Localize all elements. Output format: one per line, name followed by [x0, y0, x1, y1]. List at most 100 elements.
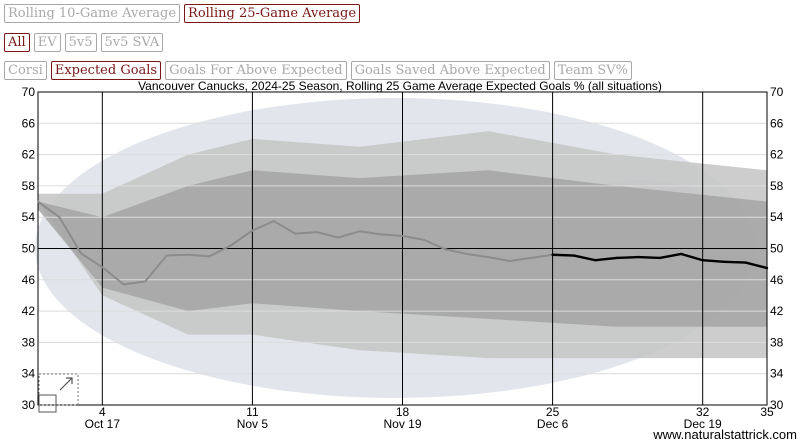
y-tick-label-right: 54 — [770, 210, 784, 224]
series-segment — [658, 252, 683, 260]
zoom-box — [38, 373, 79, 406]
series-point — [551, 253, 554, 256]
series-point — [79, 252, 82, 255]
x-tick-label: 32 — [696, 405, 710, 419]
series-segment — [122, 280, 147, 286]
x-tick-date-label: Nov 5 — [237, 417, 269, 431]
x-tick-date-label: Dec 6 — [537, 417, 569, 431]
series-segment — [37, 200, 61, 219]
series-segment — [465, 252, 490, 259]
y-tick-label-left: 34 — [22, 367, 36, 381]
series-segment — [144, 254, 168, 283]
x-tick-label: 4 — [99, 405, 106, 419]
series-point — [251, 229, 254, 232]
series-point — [744, 261, 747, 264]
chart-title: Vancouver Canucks, 2024-25 Season, Rolli… — [138, 79, 662, 93]
series-segment — [701, 259, 726, 264]
y-tick-label-right: 66 — [770, 116, 784, 130]
situation-selector: All EV 5v5 5v5 SVA — [4, 33, 164, 52]
series-segment — [572, 254, 597, 262]
x-tick-label: 18 — [396, 405, 410, 419]
series-point — [272, 220, 275, 223]
series-point — [122, 283, 125, 286]
5v5-button[interactable]: 5v5 — [64, 33, 97, 52]
y-tick-label-right: 50 — [770, 242, 784, 256]
series-segment — [380, 233, 404, 237]
series-point — [294, 232, 297, 235]
plot-border — [37, 91, 768, 406]
series-point — [144, 280, 147, 283]
series-segment — [337, 230, 361, 239]
x-tick-date-label: Dec 19 — [684, 417, 722, 431]
y-tick-label-left: 54 — [22, 210, 36, 224]
series-point — [508, 260, 511, 262]
series-point — [58, 216, 61, 219]
series-segment — [487, 256, 511, 263]
series-point — [701, 259, 704, 262]
x-tick-date-label: Oct 17 — [85, 417, 121, 431]
series-point — [487, 256, 490, 259]
series-point — [337, 236, 340, 239]
y-tick-label-right: 34 — [770, 367, 784, 381]
series-segment — [594, 256, 619, 262]
series-segment — [251, 220, 275, 232]
series-segment — [187, 253, 211, 258]
y-tick-label-left: 62 — [22, 148, 36, 162]
series-segment — [165, 253, 190, 257]
series-segment — [101, 266, 125, 286]
goals-for-above-expected-button[interactable]: Goals For Above Expected — [165, 61, 347, 80]
series-segment — [294, 231, 318, 235]
series-point — [101, 266, 104, 269]
y-tick-label-left: 70 — [22, 85, 36, 99]
series-point — [444, 248, 447, 251]
all-button[interactable]: All — [4, 33, 30, 52]
goals-saved-above-expected-button[interactable]: Goals Saved Above Expected — [350, 61, 550, 80]
series-points — [37, 200, 768, 286]
series-point — [573, 254, 575, 257]
series-point — [315, 231, 318, 233]
series-point — [766, 267, 768, 269]
y-tick-label-left: 50 — [22, 242, 36, 256]
window-selector: Rolling 10-Game Average Rolling 25-Game A… — [4, 4, 361, 23]
series-segment — [722, 260, 747, 264]
series-segment — [680, 252, 704, 262]
series-segment — [508, 256, 533, 263]
x-tick-label: 11 — [246, 405, 259, 419]
series-segment — [530, 253, 554, 259]
series-point — [208, 255, 211, 258]
rolling-25-game-average-button[interactable]: Rolling 25-Game Average — [184, 4, 361, 23]
series-segment — [79, 252, 104, 269]
series-point — [358, 230, 361, 233]
zoom-handle[interactable] — [38, 394, 57, 413]
y-tick-label-right: 58 — [770, 179, 784, 193]
series-segment — [444, 248, 468, 255]
y-tick-label-left: 38 — [22, 335, 36, 349]
series-segment — [315, 231, 340, 239]
zoom-control[interactable] — [38, 373, 79, 413]
series-point — [401, 235, 404, 237]
y-tick-label-right: 70 — [770, 85, 784, 99]
team-sv-button[interactable]: Team SV% — [553, 61, 632, 80]
series-segment — [58, 216, 82, 255]
metric-selector: Corsi Expected Goals Goals For Above Expec… — [4, 61, 632, 80]
rolling-10-game-average-button[interactable]: Rolling 10-Game Average — [4, 4, 181, 23]
y-tick-label-left: 58 — [22, 179, 36, 193]
series-segment — [551, 253, 576, 257]
series-point — [594, 259, 597, 262]
5v5-sva-button[interactable]: 5v5 SVA — [100, 33, 164, 52]
ev-button[interactable]: EV — [33, 33, 61, 52]
series-segment — [637, 255, 661, 260]
x-tick-date-label: Nov 19 — [383, 417, 421, 431]
series-segment — [744, 261, 769, 270]
corsi-button[interactable]: Corsi — [4, 61, 47, 80]
x-tick-label: 25 — [546, 405, 560, 419]
x-tick-label: 35 — [760, 405, 774, 419]
series-lines — [37, 200, 769, 286]
series-segment — [208, 244, 232, 258]
expected-goals-button[interactable]: Expected Goals — [50, 61, 162, 80]
series-point — [165, 254, 168, 257]
series-point — [230, 244, 232, 247]
y-tick-label-right: 62 — [770, 148, 784, 162]
series-segment — [615, 255, 640, 260]
